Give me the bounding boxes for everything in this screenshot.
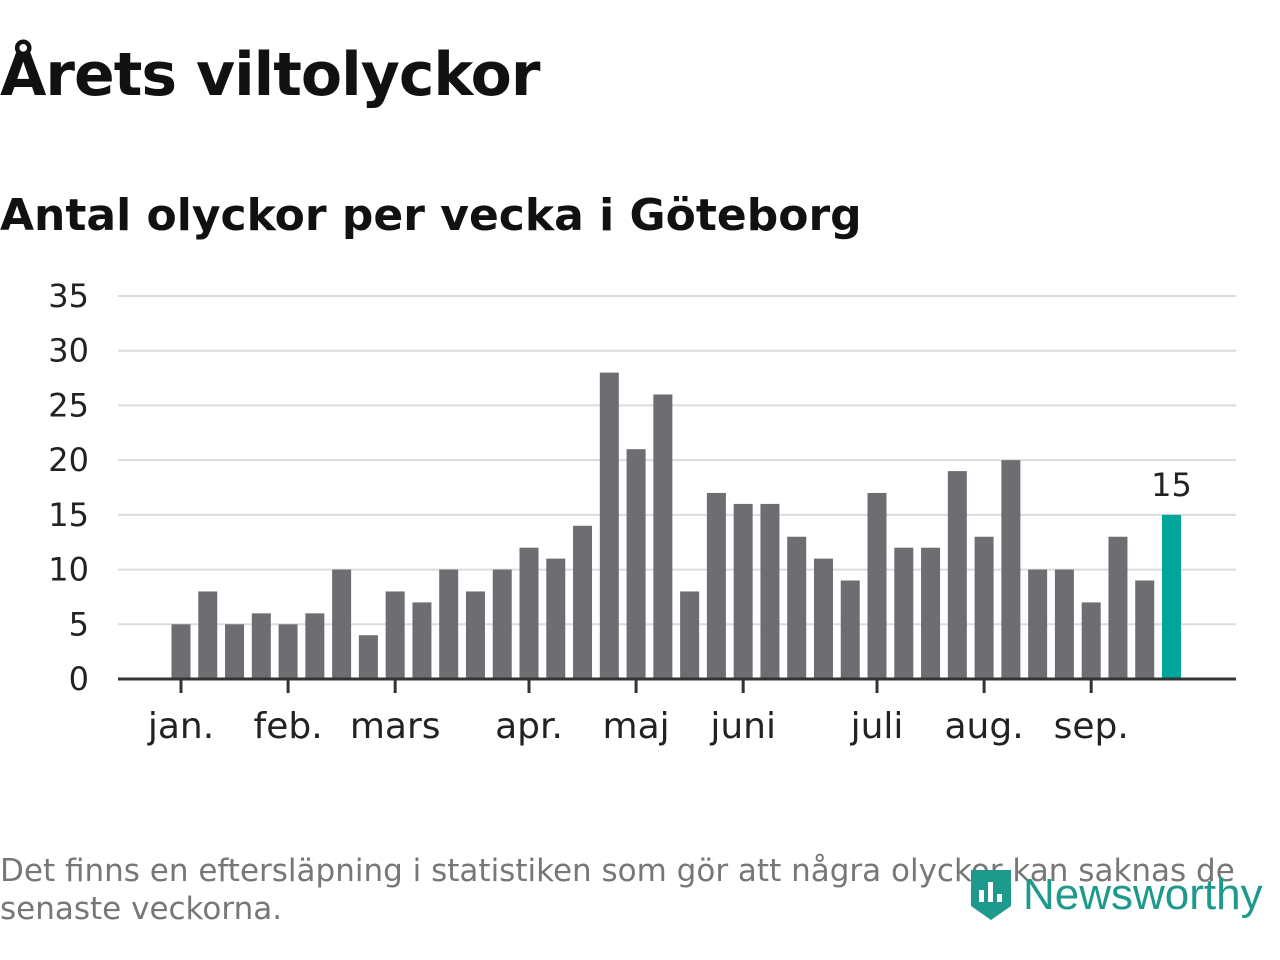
bar-week-15[interactable] <box>546 558 566 679</box>
y-tick-label-0: 0 <box>69 660 89 698</box>
bar-week-28[interactable] <box>894 547 914 679</box>
bar-week-26[interactable] <box>840 580 860 679</box>
bar-week-7[interactable] <box>332 569 352 679</box>
x-axis: jan. feb. mars apr. maj juni juli aug. sep. <box>118 677 1236 747</box>
y-tick-label-30: 30 <box>48 332 89 370</box>
bar-week-23[interactable] <box>760 503 780 679</box>
bar-week-29[interactable] <box>921 547 941 679</box>
bar-week-33[interactable] <box>1028 569 1048 679</box>
y-tick-label-20: 20 <box>48 441 89 479</box>
y-tick-label-10: 10 <box>48 551 89 589</box>
bar-week-32[interactable] <box>1001 460 1021 679</box>
data-label-latest: 15 <box>1151 466 1192 504</box>
x-tick-label-mars: mars <box>350 706 441 747</box>
bar-week-3[interactable] <box>225 624 245 679</box>
bar-week-12[interactable] <box>465 591 485 679</box>
bar-week-36[interactable] <box>1108 536 1128 679</box>
y-tick-label-25: 25 <box>48 386 89 424</box>
bar-week-9[interactable] <box>385 591 405 679</box>
footnote: Det finns en eftersläpning i statistiken… <box>0 853 1235 927</box>
bar-week-5[interactable] <box>278 624 298 679</box>
bar-week-13[interactable] <box>492 569 512 679</box>
bar-week-31[interactable] <box>974 536 994 679</box>
bar-week-25[interactable] <box>813 558 833 679</box>
bars <box>171 372 1181 679</box>
bar-week-37[interactable] <box>1135 580 1155 679</box>
x-tick-label-maj: maj <box>603 706 670 747</box>
chart-logo-icon <box>965 862 1017 928</box>
bar-week-2[interactable] <box>198 591 218 679</box>
bar-week-14[interactable] <box>519 547 539 679</box>
chart-title: Årets viltolyckor <box>0 40 540 110</box>
newsworthy-logo[interactable]: Newsworthy <box>965 862 1263 928</box>
bar-week-19[interactable] <box>653 394 673 679</box>
gridlines <box>118 295 1236 626</box>
bar-week-35[interactable] <box>1081 602 1101 679</box>
bar-week-10[interactable] <box>412 602 432 679</box>
bar-week-8[interactable] <box>358 635 378 679</box>
x-tick-label-sep.: sep. <box>1054 706 1129 747</box>
x-tick-label-jan.: jan. <box>147 706 214 747</box>
chart-subtitle: Antal olyckor per vecka i Göteborg <box>0 190 862 241</box>
x-tick-label-feb.: feb. <box>254 706 323 747</box>
y-tick-label-35: 35 <box>48 277 89 315</box>
bar-week-11[interactable] <box>439 569 459 679</box>
bar-week-21[interactable] <box>706 492 726 679</box>
bar-week-22[interactable] <box>733 503 753 679</box>
x-tick-label-juli: juli <box>850 706 904 747</box>
bar-week-6[interactable] <box>305 613 325 679</box>
x-tick-label-apr.: apr. <box>495 706 563 747</box>
bar-week-20[interactable] <box>680 591 700 679</box>
bar-week-1[interactable] <box>171 624 191 679</box>
y-axis-tick-labels: 0 5 10 15 20 25 30 35 <box>48 277 89 698</box>
bar-week-30[interactable] <box>947 471 967 679</box>
data-labels: 15 <box>1151 466 1192 504</box>
x-tick-label-juni: juni <box>709 706 776 747</box>
bar-week-24[interactable] <box>787 536 807 679</box>
bar-week-16[interactable] <box>573 525 593 679</box>
bar-chart: 0 5 10 15 20 25 30 35 jan. feb. mars apr. maj juni ju… <box>48 277 1236 747</box>
bar-week-17[interactable] <box>599 372 619 679</box>
bar-week-34[interactable] <box>1054 569 1074 679</box>
bar-week-18[interactable] <box>626 449 646 679</box>
brand-name: Newsworthy <box>1023 870 1263 919</box>
y-tick-label-5: 5 <box>69 605 89 643</box>
bar-week-4[interactable] <box>251 613 271 679</box>
bar-week-38[interactable] <box>1161 514 1181 679</box>
y-tick-label-15: 15 <box>48 496 89 534</box>
x-tick-label-aug.: aug. <box>945 706 1024 747</box>
bar-week-27[interactable] <box>867 492 887 679</box>
